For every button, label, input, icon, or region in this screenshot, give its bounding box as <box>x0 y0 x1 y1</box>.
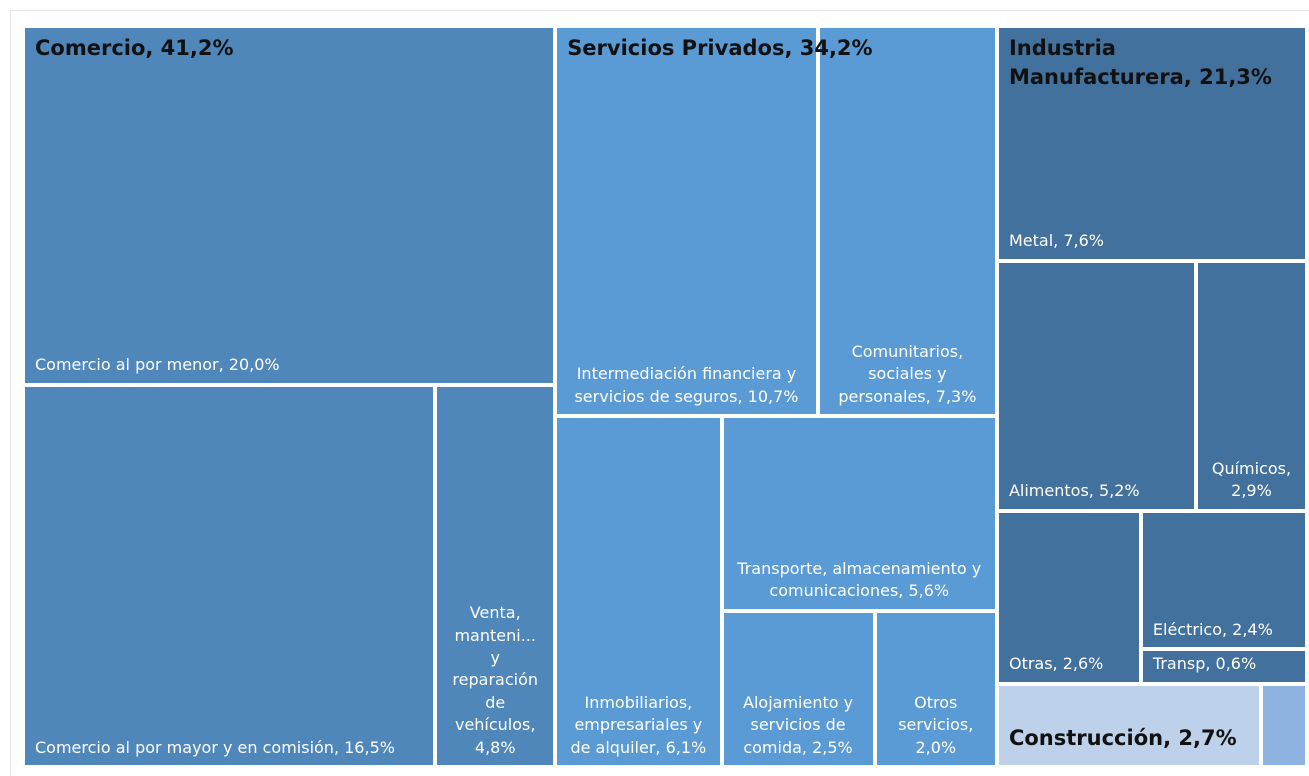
treemap-cell: Comercio al por mayor y en comisión, 16,… <box>25 386 434 765</box>
treemap-cell: Inmobiliarios, empresariales y de alquil… <box>557 418 720 765</box>
treemap-cell: Transporte, almacenamiento y comunicacio… <box>723 418 995 609</box>
cell-label: Venta, manteni... y reparación de vehícu… <box>452 603 539 757</box>
cell-label: Otros servicios, 2,0% <box>898 692 974 757</box>
cell-label: Eléctrico, 2,4% <box>1152 619 1273 639</box>
treemap-cell: Otros servicios, 2,0% <box>876 612 995 765</box>
cell-label: Transporte, almacenamiento y comunicacio… <box>737 558 982 601</box>
treemap-cell: Metal, 7,6% <box>998 28 1305 259</box>
treemap-cell: Químicos, 2,9% <box>1198 262 1305 509</box>
treemap-cell <box>998 685 1260 765</box>
treemap: Comercio al por menor, 20,0% Comercio al … <box>23 26 1307 767</box>
treemap-cell: Transp, 0,6% <box>1142 651 1305 682</box>
treemap-cell: Intermediación financiera y servicios de… <box>557 28 816 414</box>
cell-label: Inmobiliarios, empresariales y de alquil… <box>570 692 707 757</box>
frame <box>10 10 1309 776</box>
treemap-cell: Comercio al por menor, 20,0% <box>25 28 554 383</box>
treemap-cell: Alimentos, 5,2% <box>998 262 1194 509</box>
cell-label: Metal, 7,6% <box>1008 231 1104 251</box>
cell-label: Químicos, 2,9% <box>1211 458 1292 501</box>
cell-label: Comercio al por menor, 20,0% <box>35 355 280 375</box>
cell-label: Intermediación financiera y servicios de… <box>574 364 799 406</box>
cell-label: Alojamiento y servicios de comida, 2,5% <box>743 692 854 757</box>
treemap-cell: Eléctrico, 2,4% <box>1142 512 1305 648</box>
treemap-cell: Comunitarios, sociales y personales, 7,3… <box>819 28 995 414</box>
cell-label: Alimentos, 5,2% <box>1008 481 1140 501</box>
treemap-cell: Otras, 2,6% <box>998 512 1139 682</box>
treemap-cell <box>1263 685 1305 765</box>
cell-label: Transp, 0,6% <box>1152 654 1257 674</box>
treemap-cell: Alojamiento y servicios de comida, 2,5% <box>723 612 873 765</box>
treemap-cell: Venta, manteni... y reparación de vehícu… <box>437 386 554 765</box>
cell-label: Comunitarios, sociales y personales, 7,3… <box>838 341 977 406</box>
cell-label: Comercio al por mayor y en comisión, 16,… <box>35 737 395 757</box>
cell-label: Otras, 2,6% <box>1008 654 1104 674</box>
